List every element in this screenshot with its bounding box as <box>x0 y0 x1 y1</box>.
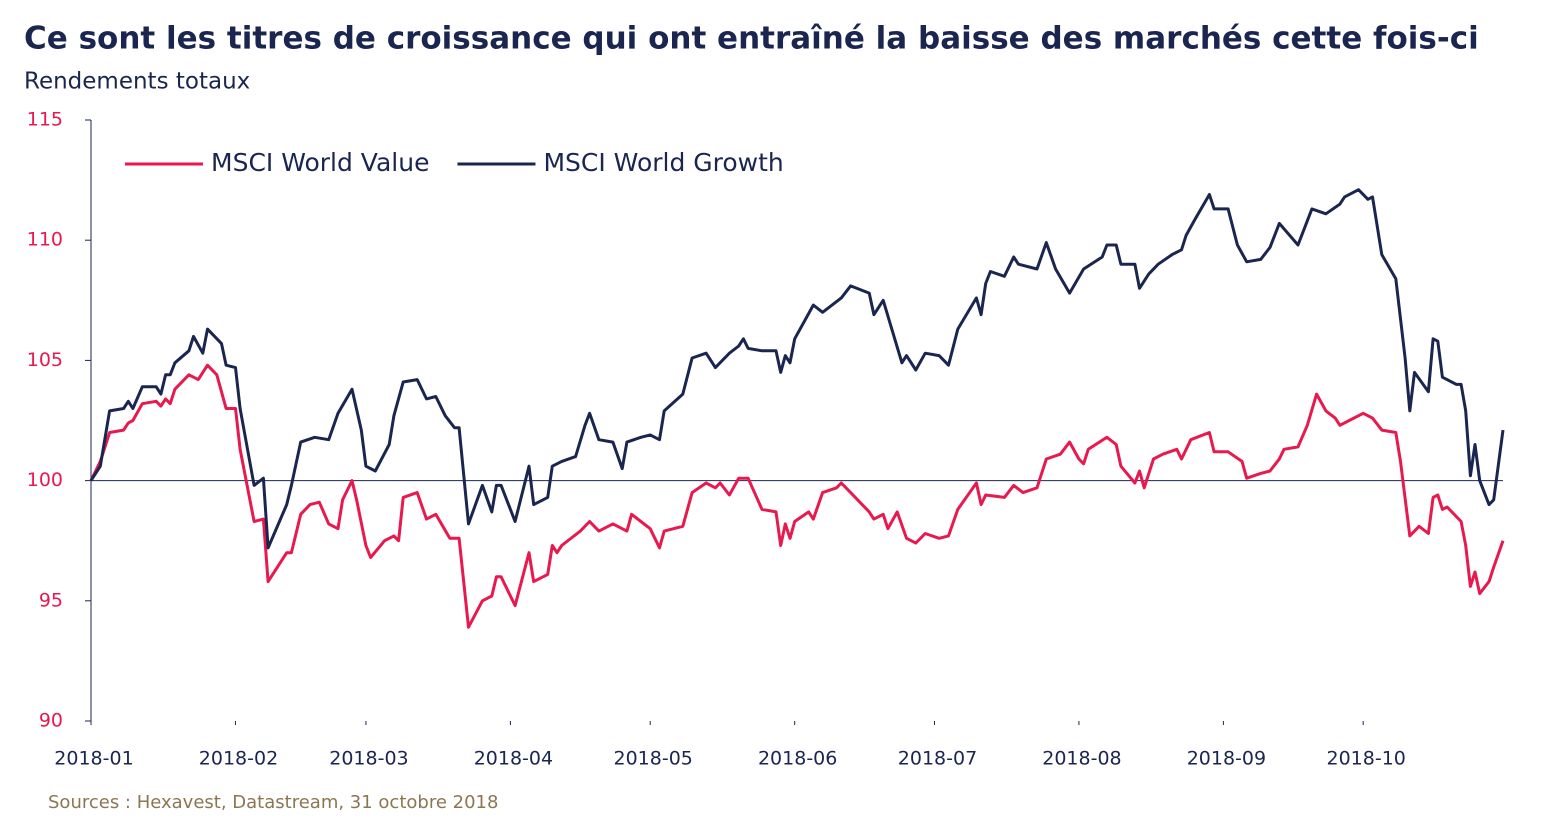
y-tick-label: 90 <box>39 710 63 732</box>
x-tick-label: 2018-04 <box>474 748 553 770</box>
y-tick-label: 110 <box>27 229 63 251</box>
x-tick-label: 2018-03 <box>329 748 408 770</box>
x-tick-label: 2018-01 <box>54 748 133 770</box>
chart-title: Ce sont les titres de croissance qui ont… <box>24 21 1479 57</box>
y-tick-label: 100 <box>27 469 63 491</box>
y-tick-label: 115 <box>27 109 63 131</box>
x-tick-label: 2018-09 <box>1187 748 1266 770</box>
series-line <box>89 188 1505 550</box>
y-tick-label: 105 <box>27 349 63 371</box>
x-tick-label: 2018-08 <box>1042 748 1121 770</box>
x-tick-label: 2018-07 <box>898 748 977 770</box>
chart-subtitle: Rendements totaux <box>24 69 250 95</box>
x-tick-label: 2018-02 <box>199 748 278 770</box>
y-tick-label: 95 <box>39 589 63 611</box>
x-tick-label: 2018-05 <box>614 748 693 770</box>
legend-label: MSCI World Growth <box>543 148 783 177</box>
series-line <box>89 363 1505 629</box>
x-tick-label: 2018-06 <box>758 748 837 770</box>
legend-label: MSCI World Value <box>211 148 429 177</box>
x-tick-label: 2018-10 <box>1327 748 1406 770</box>
source-note: Sources : Hexavest, Datastream, 31 octob… <box>48 792 498 813</box>
